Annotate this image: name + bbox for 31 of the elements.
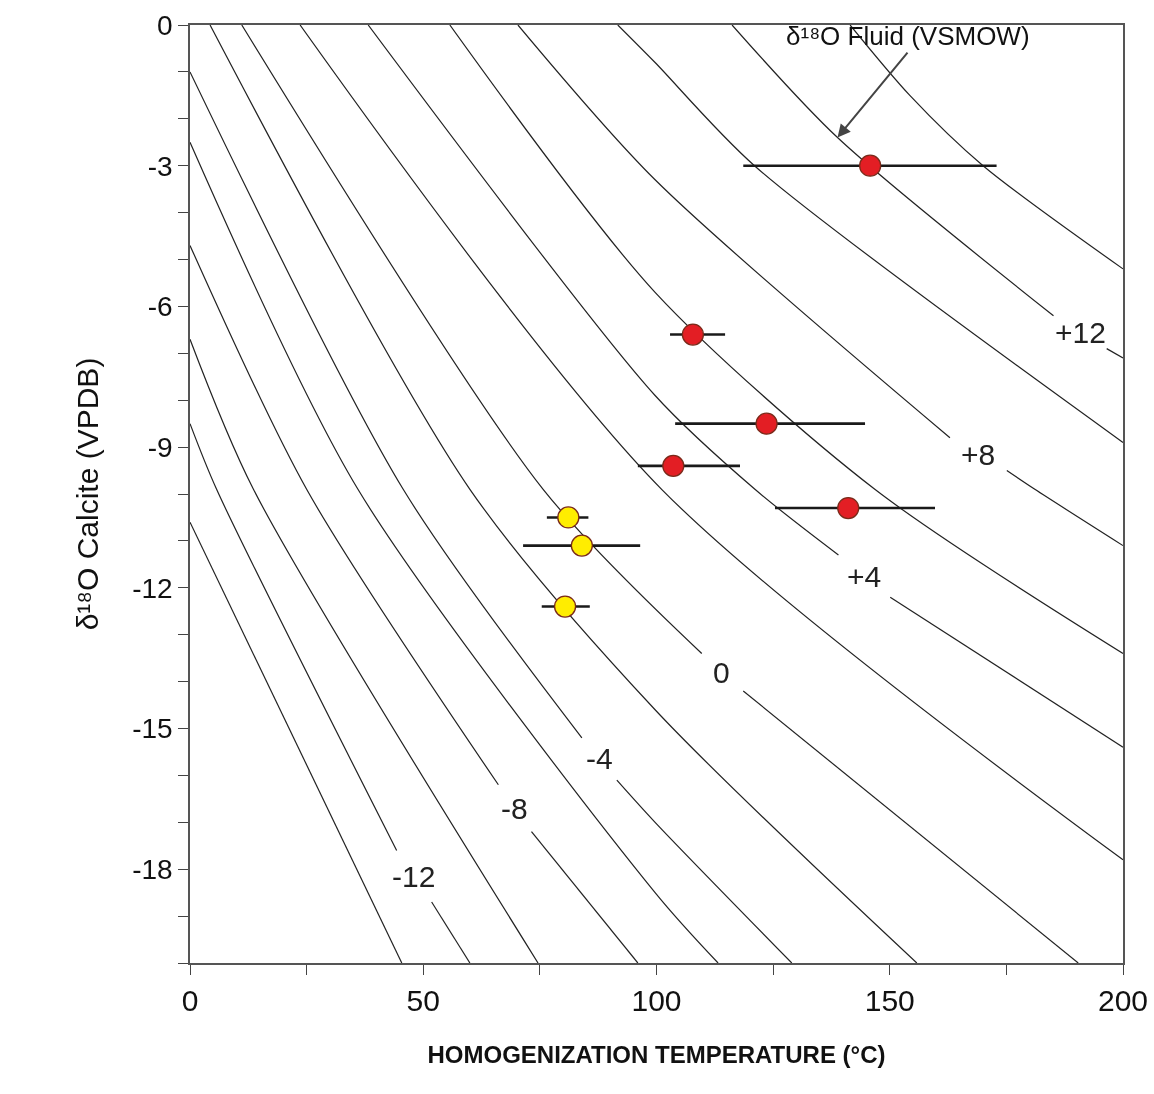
point — [662, 454, 685, 477]
y-tick-label: -15 — [132, 713, 173, 745]
point — [755, 412, 778, 435]
series-label: +12 — [1055, 316, 1106, 349]
y-tick-label: -12 — [132, 572, 173, 604]
line-series — [617, 25, 1123, 444]
point — [837, 496, 860, 520]
y-tick-label: 0 — [157, 9, 173, 41]
series-label: +8 — [961, 438, 996, 471]
x-axis-title: HOMOGENIZATION TEMPERATURE (°C) — [427, 1040, 886, 1068]
y-tick-label: -6 — [147, 291, 173, 323]
x-tick-label: 150 — [864, 983, 915, 1017]
x-tick-label: 50 — [406, 983, 440, 1017]
y-tick-label: -3 — [147, 150, 173, 182]
line-series — [449, 25, 1123, 655]
x-tick-label: 0 — [181, 983, 199, 1017]
series-label: +4 — [847, 560, 882, 593]
series-label: -8 — [501, 792, 528, 825]
point — [553, 595, 577, 618]
series-label: 0 — [713, 656, 730, 689]
y-axis-title: δ¹⁸O Calcite (VPDB) — [70, 357, 104, 631]
x-tick-label: 100 — [631, 983, 682, 1017]
y-tick-label: -9 — [147, 431, 173, 463]
x-tick-label: 200 — [1097, 983, 1149, 1017]
point — [570, 534, 594, 557]
series-label: -12 — [392, 860, 436, 893]
series-label: -4 — [586, 742, 613, 775]
point — [557, 506, 580, 529]
point — [859, 154, 882, 177]
point — [681, 323, 705, 346]
y-tick-label: -18 — [132, 854, 173, 885]
